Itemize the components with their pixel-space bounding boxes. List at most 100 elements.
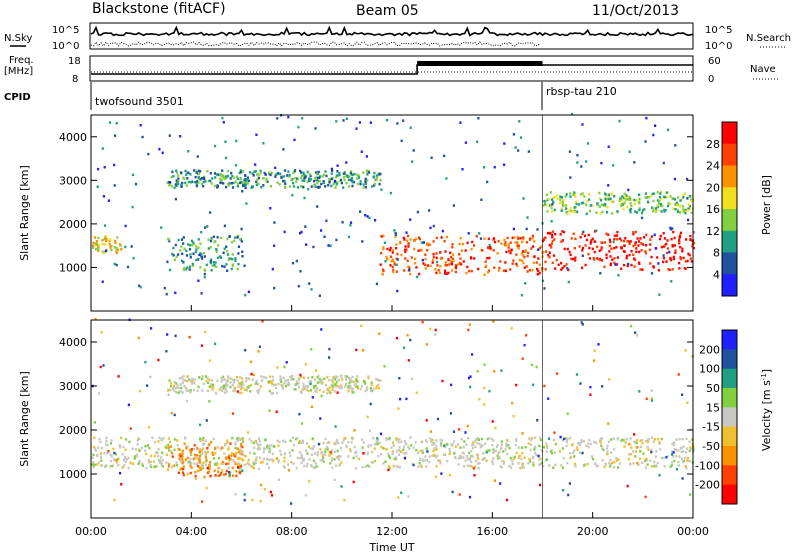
power-cell [265,177,268,180]
velocity-cell [235,470,238,473]
power-cell [95,240,98,243]
power-cell [213,172,217,175]
velocity-cell [331,380,334,383]
velocity-cell [254,382,257,385]
velocity-cell [310,465,313,468]
velocity-cell [169,445,172,448]
power-cell [366,179,369,182]
power-cell [509,268,512,271]
power-cell [308,282,311,285]
velocity-cell [168,379,171,382]
power-cell [457,262,460,266]
velocity-cell [180,386,183,390]
power-cell [493,166,496,169]
velocity-cell [178,453,181,456]
velocity-cell [650,397,653,400]
power-cell [290,178,293,182]
power-cell [455,264,458,267]
power-cell [316,205,319,208]
velocity-cell [608,378,611,381]
velocity-cell [678,437,681,441]
power-cell [589,204,592,207]
velocity-cell [486,449,489,453]
velocity-cell [302,459,305,462]
velocity-cell [347,441,350,444]
power-cell [341,221,344,224]
velocity-cell [138,389,142,393]
velocity-cell [340,384,343,387]
power-cell [330,184,333,188]
velocity-cell [255,379,258,383]
power-cell [550,206,553,210]
power-cell [508,249,511,253]
power-cell [378,182,381,186]
power-cell [222,251,225,254]
velocity-cell [366,415,369,419]
velocity-cell [362,452,365,455]
power-cell [628,150,631,153]
velocity-cell [257,437,260,440]
power-cell [435,256,438,260]
velocity-cell [146,444,149,447]
power-cell [692,241,696,245]
velocity-cell [241,437,244,440]
power-cell [638,201,641,205]
power-cell [177,177,180,180]
power-cell [124,245,127,249]
velocity-cell [237,461,240,465]
power-cell [273,221,276,224]
velocity-cell [474,445,477,449]
velocity-cell [397,407,400,410]
velocity-cell [173,380,176,384]
power-cell [422,262,425,265]
velocity-cell [482,452,485,455]
velocity-cell [362,349,365,352]
velocity-cell [581,451,584,455]
velocity-colorbar-tick: -200 [695,479,720,492]
velocity-cell [118,443,121,447]
velocity-cell [291,449,294,452]
power-cell [560,196,564,199]
velocity-cell [251,498,254,502]
velocity-cell [638,390,641,393]
power-cell [478,232,481,235]
power-cell [349,171,352,175]
power-cell [465,271,468,275]
velocity-cell [177,454,180,457]
velocity-cell [549,450,552,453]
velocity-cell [650,389,653,392]
power-cell [174,243,177,247]
power-cell [187,180,190,184]
power-cell [259,169,262,173]
velocity-cell [448,473,451,477]
power-cell [299,270,302,273]
power-cell [633,265,636,268]
velocity-cell [480,437,483,441]
velocity-cell [314,369,317,372]
velocity-cell [177,386,180,390]
velocity-cell [235,452,238,455]
power-cell [93,236,97,239]
power-cell [563,247,566,251]
velocity-cell [492,450,495,453]
power-cell [198,253,201,257]
velocity-cell [400,491,403,495]
velocity-cell [169,388,172,392]
velocity-cell [377,383,380,387]
power-cell [181,259,184,263]
power-cell [254,163,257,166]
velocity-cell [439,461,442,465]
power-cell [678,211,682,214]
power-cell [395,243,398,246]
power-cell [665,191,668,194]
velocity-cell [186,445,189,448]
velocity-cell [441,379,444,383]
power-cell [236,236,239,239]
velocity-cell [266,462,269,466]
power-cell [536,228,539,231]
velocity-cell [249,464,252,468]
power-cell [599,272,602,275]
power-cell [276,181,279,184]
power-cell [649,194,653,197]
velocity-cell [608,461,611,465]
